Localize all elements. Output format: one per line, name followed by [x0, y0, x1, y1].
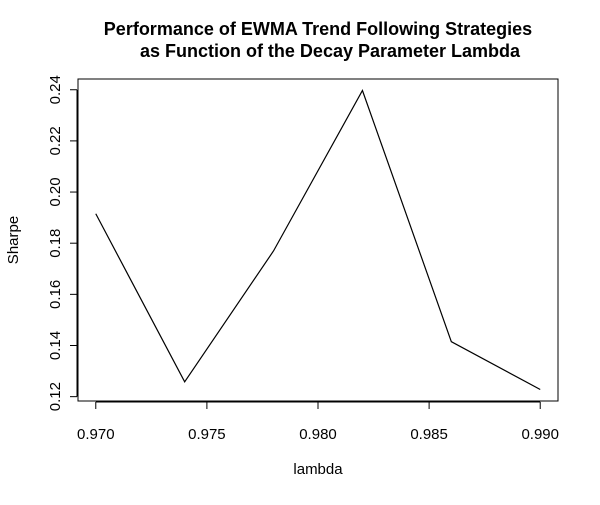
data-point — [361, 89, 364, 92]
plot-box — [77, 78, 559, 402]
x-axis: 0.970 0.975 0.980 0.985 0.990 — [77, 401, 559, 443]
x-tick-label: 0.980 — [299, 426, 337, 443]
chart-title-line-2: as Function of the Decay Parameter Lambd… — [140, 41, 521, 61]
y-tick-label: 0.16 — [47, 280, 64, 309]
y-tick-label: 0.24 — [47, 75, 64, 104]
x-tick-label: 0.990 — [521, 426, 559, 443]
sharpe-series-line — [95, 89, 541, 391]
y-axis: 0.12 0.14 0.16 0.18 0.20 0.22 0.24 — [47, 75, 78, 411]
x-tick-label: 0.985 — [410, 426, 448, 443]
data-point — [94, 212, 97, 215]
x-axis-label: lambda — [293, 461, 343, 478]
data-point — [539, 388, 542, 391]
data-point — [272, 249, 275, 252]
y-axis-label: Sharpe — [5, 216, 22, 264]
y-tick-label: 0.20 — [47, 177, 64, 206]
chart-title-line-1: Performance of EWMA Trend Following Stra… — [104, 19, 532, 39]
x-tick-label: 0.970 — [77, 426, 115, 443]
y-tick-label: 0.12 — [47, 382, 64, 411]
data-point — [450, 340, 453, 343]
y-tick-label: 0.22 — [47, 126, 64, 155]
data-point — [183, 380, 186, 383]
series-layer — [94, 89, 542, 391]
y-tick-label: 0.18 — [47, 229, 64, 258]
y-tick-label: 0.14 — [47, 331, 64, 360]
x-tick-label: 0.975 — [188, 426, 226, 443]
